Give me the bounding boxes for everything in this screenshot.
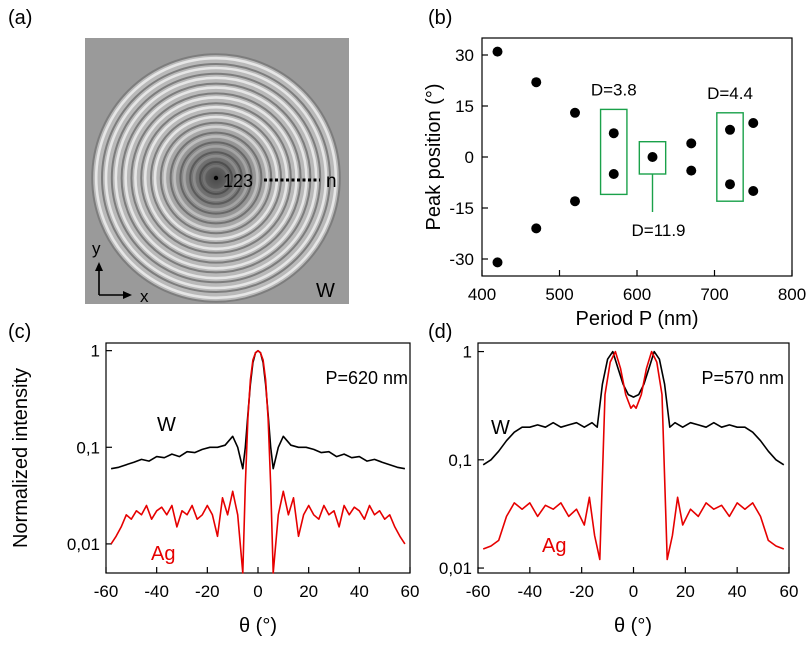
ytick-label: 0,1 [448, 451, 472, 470]
material-label: W [316, 280, 335, 302]
axis-x-label: x [140, 287, 149, 306]
panel-label-c: (c) [8, 321, 31, 343]
data-point [493, 47, 503, 57]
center-dot [214, 176, 218, 180]
xtick-label: 20 [676, 582, 695, 601]
ytick-label: 0,01 [67, 535, 100, 554]
c-ylabel: Normalized intensity [10, 368, 32, 548]
xtick-label: -40 [518, 582, 543, 601]
axis-y-label: y [92, 239, 101, 258]
c-series-label-w: W [157, 414, 176, 436]
b-xtick-label: 500 [545, 285, 573, 304]
xtick-label: 0 [629, 582, 638, 601]
data-point [570, 196, 580, 206]
annotation-box [601, 109, 627, 194]
xtick-label: 0 [253, 582, 262, 601]
c-xlabel: θ (°) [239, 615, 277, 637]
data-point [686, 166, 696, 176]
panel-label-b: (b) [428, 7, 452, 29]
annotation-label: D=3.8 [591, 80, 637, 99]
d-annotation: P=570 nm [701, 368, 784, 388]
data-point [748, 118, 758, 128]
panel-d-line: -60 -40 -20 0 20 40 60 1 0,1 0,01 P=570 nm W Ag θ… [439, 343, 799, 637]
xtick-label: -60 [466, 582, 491, 601]
data-point [609, 128, 619, 138]
data-point [531, 223, 541, 233]
ytick-label: 0,01 [439, 559, 472, 578]
b-ytick-label: 0 [465, 148, 474, 167]
panel-c-line: -60 -40 -20 0 20 40 60 1 0,1 0,01 P=620 nm W Ag θ… [10, 342, 419, 637]
ytick-label: 1 [463, 343, 472, 362]
sem-image-panel: 123 n y x W [85, 38, 349, 306]
d-xlabel: θ (°) [614, 615, 652, 637]
b-ytick-label: 30 [455, 46, 474, 65]
ring-numbers: 123 [223, 171, 253, 191]
b-annotation-boxes: D=3.8 D=11.9 D=4.4 [591, 80, 753, 240]
annotation-label: D=4.4 [707, 84, 753, 103]
data-point [725, 179, 735, 189]
b-ytick-label: -30 [449, 250, 474, 269]
xtick-label: 20 [299, 582, 318, 601]
b-xtick-label: 800 [778, 285, 806, 304]
b-xlabel: Period P (nm) [575, 308, 698, 330]
data-point [609, 169, 619, 179]
c-series-label-ag: Ag [151, 543, 175, 565]
ytick-label: 1 [91, 342, 100, 361]
b-ylabel: Peak position (°) [423, 84, 445, 231]
plot-frame-b [482, 38, 792, 276]
data-point [686, 138, 696, 148]
ytick-label: 0,1 [76, 438, 100, 457]
c-annotation: P=620 nm [325, 368, 408, 388]
xtick-label: -20 [195, 582, 220, 601]
data-point [648, 152, 658, 162]
panel-label-a: (a) [8, 7, 32, 29]
b-ytick-label: 15 [455, 97, 474, 116]
annotation-label: D=11.9 [631, 221, 685, 240]
b-xtick-label: 700 [700, 285, 728, 304]
b-ytick-label: -15 [449, 199, 474, 218]
xtick-label: 60 [401, 582, 420, 601]
xtick-label: 60 [780, 582, 799, 601]
xtick-label: -60 [94, 582, 119, 601]
xtick-label: 40 [728, 582, 747, 601]
xtick-label: 40 [350, 582, 369, 601]
data-point [570, 108, 580, 118]
ring-n-label: n [326, 171, 337, 192]
b-xtick-label: 400 [468, 285, 496, 304]
data-point [493, 257, 503, 267]
d-series-label-w: W [491, 417, 510, 439]
d-series-label-ag: Ag [542, 535, 566, 557]
data-point [748, 186, 758, 196]
data-point [725, 125, 735, 135]
data-point [531, 77, 541, 87]
xtick-label: -20 [569, 582, 594, 601]
b-xtick-label: 600 [623, 285, 651, 304]
xtick-label: -40 [144, 582, 169, 601]
panel-label-d: (d) [428, 321, 452, 343]
